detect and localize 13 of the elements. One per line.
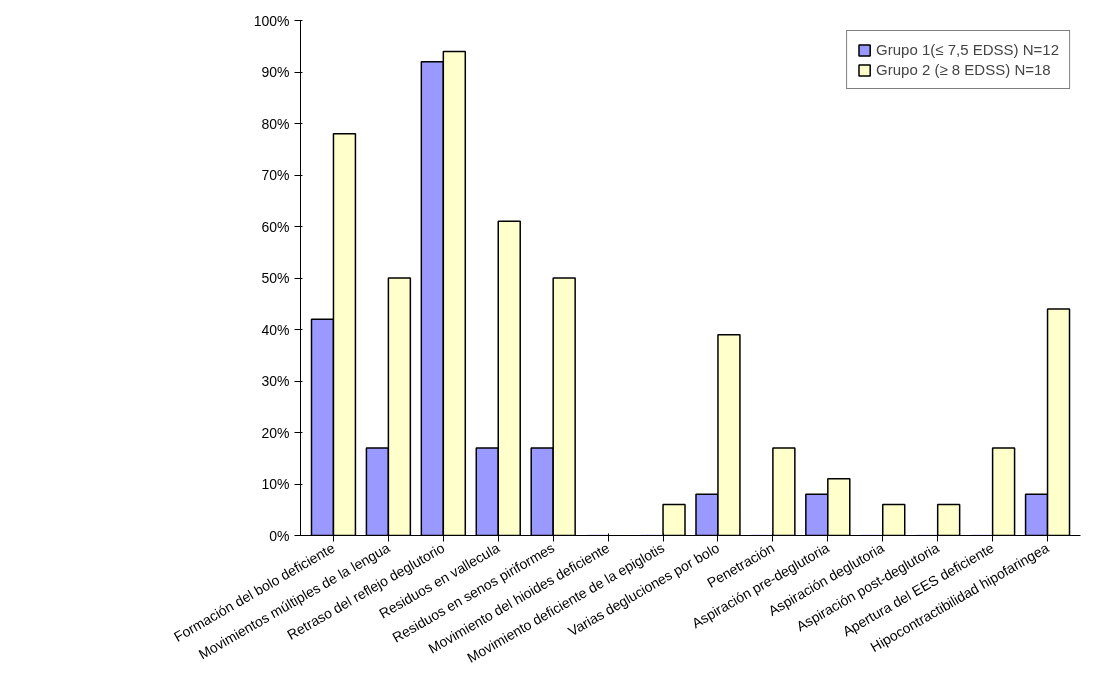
y-tick-label: 60%	[261, 218, 290, 235]
y-tick-label: 10%	[261, 476, 290, 492]
y-tick-label: 90%	[261, 64, 290, 80]
legend-label: Grupo 2 (≥ 8 EDSS) N=18	[876, 61, 1051, 78]
y-tick-label: 0%	[269, 527, 290, 544]
y-tick-label: 40%	[261, 321, 290, 338]
y-tick-label: 50%	[261, 270, 290, 286]
y-tick-label: 30%	[261, 373, 290, 389]
y-tick-label: 20%	[261, 424, 290, 441]
y-tick-label: 80%	[261, 115, 290, 132]
legend-label: Grupo 1(≤ 7,5 EDSS) N=12	[876, 41, 1059, 58]
y-tick-label: 100%	[253, 12, 290, 29]
y-tick-label: 70%	[261, 167, 290, 183]
